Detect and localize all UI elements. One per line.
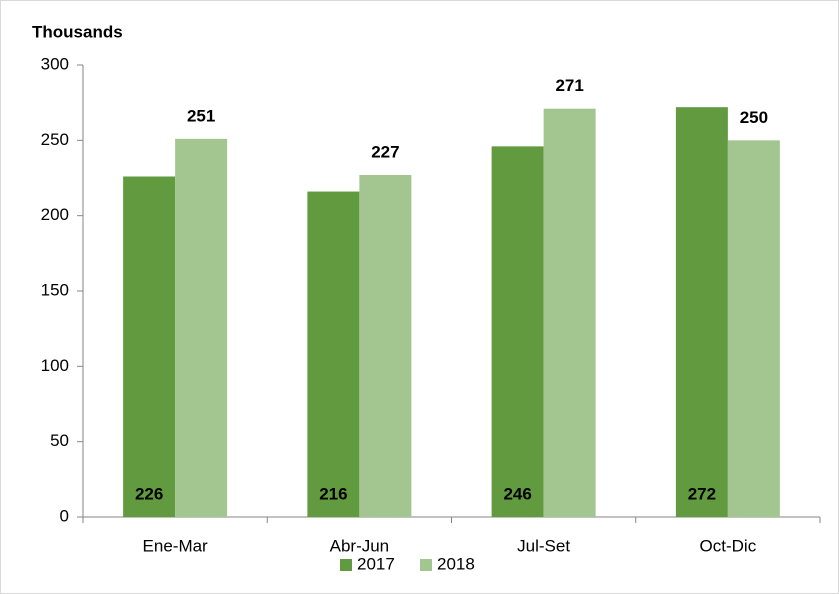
- bar: [727, 140, 780, 518]
- legend-swatch: [340, 559, 352, 571]
- x-tick-label: Ene-Mar: [143, 536, 209, 555]
- value-label: 226: [135, 484, 163, 503]
- bar: [491, 146, 544, 518]
- value-label: 250: [740, 108, 768, 127]
- y-tick-label: 150: [41, 280, 69, 299]
- y-tick-label: 200: [41, 205, 69, 224]
- value-label: 271: [555, 76, 583, 95]
- bar: [307, 191, 360, 517]
- x-tick-label: Oct-Dic: [700, 536, 757, 555]
- value-label: 251: [187, 106, 215, 125]
- y-axis-label: Thousands: [32, 22, 123, 41]
- x-tick-label: Jul-Set: [517, 536, 570, 555]
- x-tick-label: Abr-Jun: [330, 536, 390, 555]
- bar: [359, 174, 412, 517]
- bar: [123, 176, 176, 517]
- value-label: 216: [319, 484, 347, 503]
- bar: [675, 107, 728, 517]
- y-tick-label: 100: [41, 356, 69, 375]
- legend-label: 2017: [357, 554, 395, 573]
- y-tick-label: 0: [60, 506, 69, 525]
- bar: [543, 108, 596, 518]
- value-label: 246: [503, 484, 531, 503]
- y-tick-label: 250: [41, 130, 69, 149]
- y-tick-label: 50: [50, 431, 69, 450]
- legend-label: 2018: [437, 554, 475, 573]
- y-tick-label: 300: [41, 54, 69, 73]
- bar: [175, 138, 228, 517]
- value-label: 272: [688, 484, 716, 503]
- value-label: 227: [371, 142, 399, 161]
- legend-swatch: [420, 559, 432, 571]
